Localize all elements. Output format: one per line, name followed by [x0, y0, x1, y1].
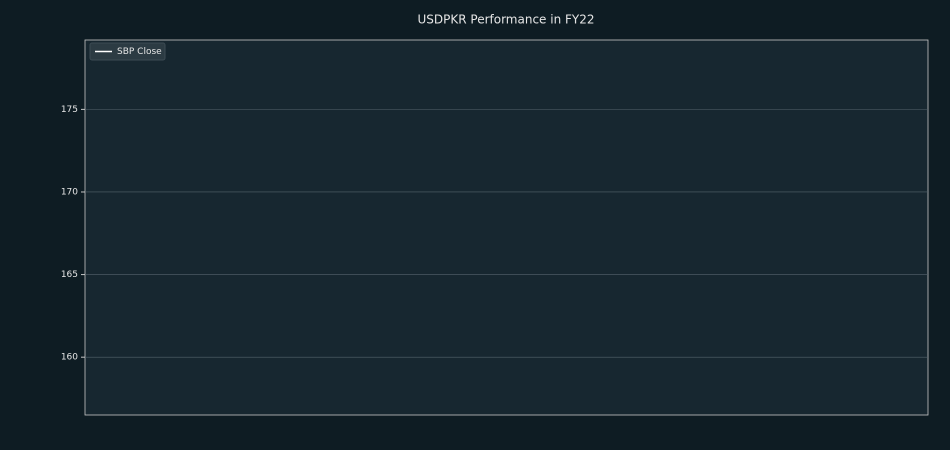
legend-box — [89, 42, 166, 61]
y-tick-label: 160 — [61, 353, 78, 363]
chart-title: USDPKR Performance in FY22 — [417, 13, 594, 27]
y-tick-label: 165 — [61, 270, 78, 280]
y-tick-label: 170 — [61, 187, 78, 197]
y-tick-label: 175 — [61, 105, 78, 115]
plot-area — [84, 39, 929, 416]
legend-label: SBP Close — [117, 47, 162, 57]
